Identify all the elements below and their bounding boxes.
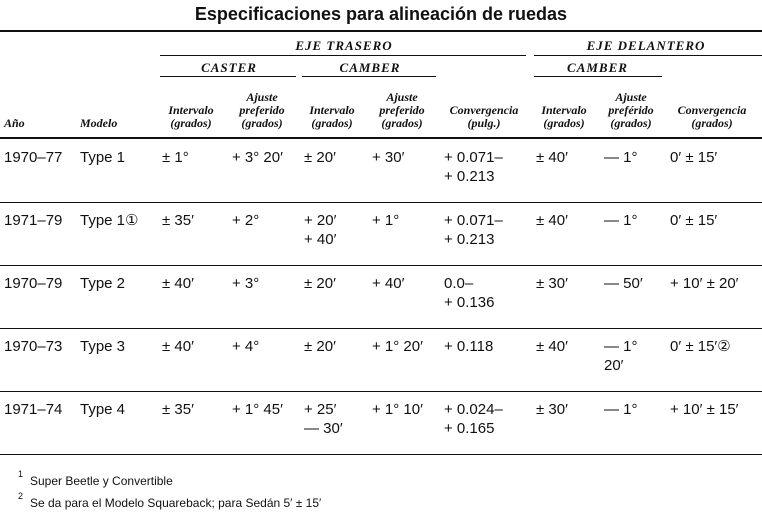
cell: 1970–79 [4, 275, 63, 292]
cell: — 50′ [604, 275, 643, 292]
cell: + 1° 20′ [372, 338, 423, 355]
cell: + 30′ [372, 149, 405, 166]
cell: 1971–74 [4, 401, 63, 418]
column-header: Intervalo (grados) [168, 103, 214, 130]
cell: Type 2 [80, 275, 126, 292]
rule [160, 55, 526, 56]
footnote: Super Beetle y Convertible [30, 474, 173, 488]
cell: + 20′ + 40′ [304, 212, 337, 248]
cell: 0.0– + 0.136 [444, 275, 495, 311]
cell: ± 20′ [304, 275, 336, 292]
cell: Type 1 [80, 149, 126, 166]
cell: + 10′ ± 20′ [670, 275, 739, 292]
cell: + 0.118 [444, 338, 494, 355]
rule [302, 76, 436, 77]
column-header: Ajuste preferido (grados) [239, 90, 285, 130]
footnote-mark: 2 [18, 491, 24, 501]
cell: ± 35′ [162, 212, 194, 229]
cell: 0′ ± 15′② [670, 338, 731, 355]
cell: ± 1° [162, 149, 189, 166]
cell: + 1° 10′ [372, 401, 423, 418]
cell: ± 30′ [536, 275, 568, 292]
cell: + 3° [232, 275, 260, 292]
footnote-mark: 1 [18, 469, 24, 479]
group-header: EJE DELANTERO [586, 38, 706, 53]
rule [0, 265, 762, 266]
group-header: EJE TRASERO [295, 38, 393, 53]
column-header: Modelo [80, 116, 118, 130]
cell: — 1° [604, 149, 638, 166]
cell: ± 20′ [304, 338, 336, 355]
cell: ± 35′ [162, 401, 194, 418]
rule [0, 30, 762, 32]
rule [160, 76, 296, 77]
rule [0, 202, 762, 203]
rule [0, 391, 762, 392]
column-header: Año [4, 116, 25, 130]
cell: ± 40′ [162, 275, 194, 292]
cell: + 10′ ± 15′ [670, 401, 739, 418]
cell: — 1° 20′ [604, 338, 638, 374]
cell: 1970–73 [4, 338, 63, 355]
cell: — 1° [604, 212, 638, 229]
cell: ± 40′ [536, 149, 568, 166]
cell: ± 40′ [536, 338, 568, 355]
cell: 1971–79 [4, 212, 63, 229]
cell: + 4° [232, 338, 260, 355]
column-header: Convergencia (pulg.) [449, 103, 519, 130]
cell: + 0.024– + 0.165 [444, 401, 503, 437]
cell: + 40′ [372, 275, 405, 292]
cell: + 0.071– + 0.213 [444, 212, 503, 248]
cell: ± 40′ [162, 338, 194, 355]
cell: — 1° [604, 401, 638, 418]
rule [0, 328, 762, 329]
rule [534, 76, 662, 77]
rule [534, 55, 762, 56]
cell: 1970–77 [4, 149, 63, 166]
column-header: Convergencia (grados) [677, 103, 747, 130]
cell: + 1° [372, 212, 400, 229]
rule [0, 137, 762, 139]
cell: + 1° 45′ [232, 401, 283, 418]
column-header: Intervalo (grados) [309, 103, 355, 130]
cell: Type 3 [80, 338, 126, 355]
cell: + 0.071– + 0.213 [444, 149, 503, 185]
group-header: CAMBER [339, 60, 401, 75]
column-header: Ajuste preferido (grados) [379, 90, 425, 130]
column-header: Intervalo (grados) [541, 103, 587, 130]
cell: ± 40′ [536, 212, 568, 229]
cell: 0′ ± 15′ [670, 149, 718, 166]
cell: Type 1① [80, 212, 139, 229]
group-header: CAMBER [567, 60, 628, 75]
column-header: Ajuste preférido (grados) [608, 90, 654, 130]
cell: 0′ ± 15′ [670, 212, 718, 229]
cell: + 2° [232, 212, 260, 229]
cell: + 3° 20′ [232, 149, 283, 166]
cell: Type 4 [80, 401, 126, 418]
rule [0, 454, 762, 455]
footnote: Se da para el Modelo Squareback; para Se… [30, 496, 322, 510]
title: Especificaciones para alineación de rued… [194, 4, 568, 24]
cell: + 25′ — 30′ [304, 401, 343, 437]
group-header: CASTER [201, 60, 257, 75]
cell: ± 30′ [536, 401, 568, 418]
cell: ± 20′ [304, 149, 336, 166]
